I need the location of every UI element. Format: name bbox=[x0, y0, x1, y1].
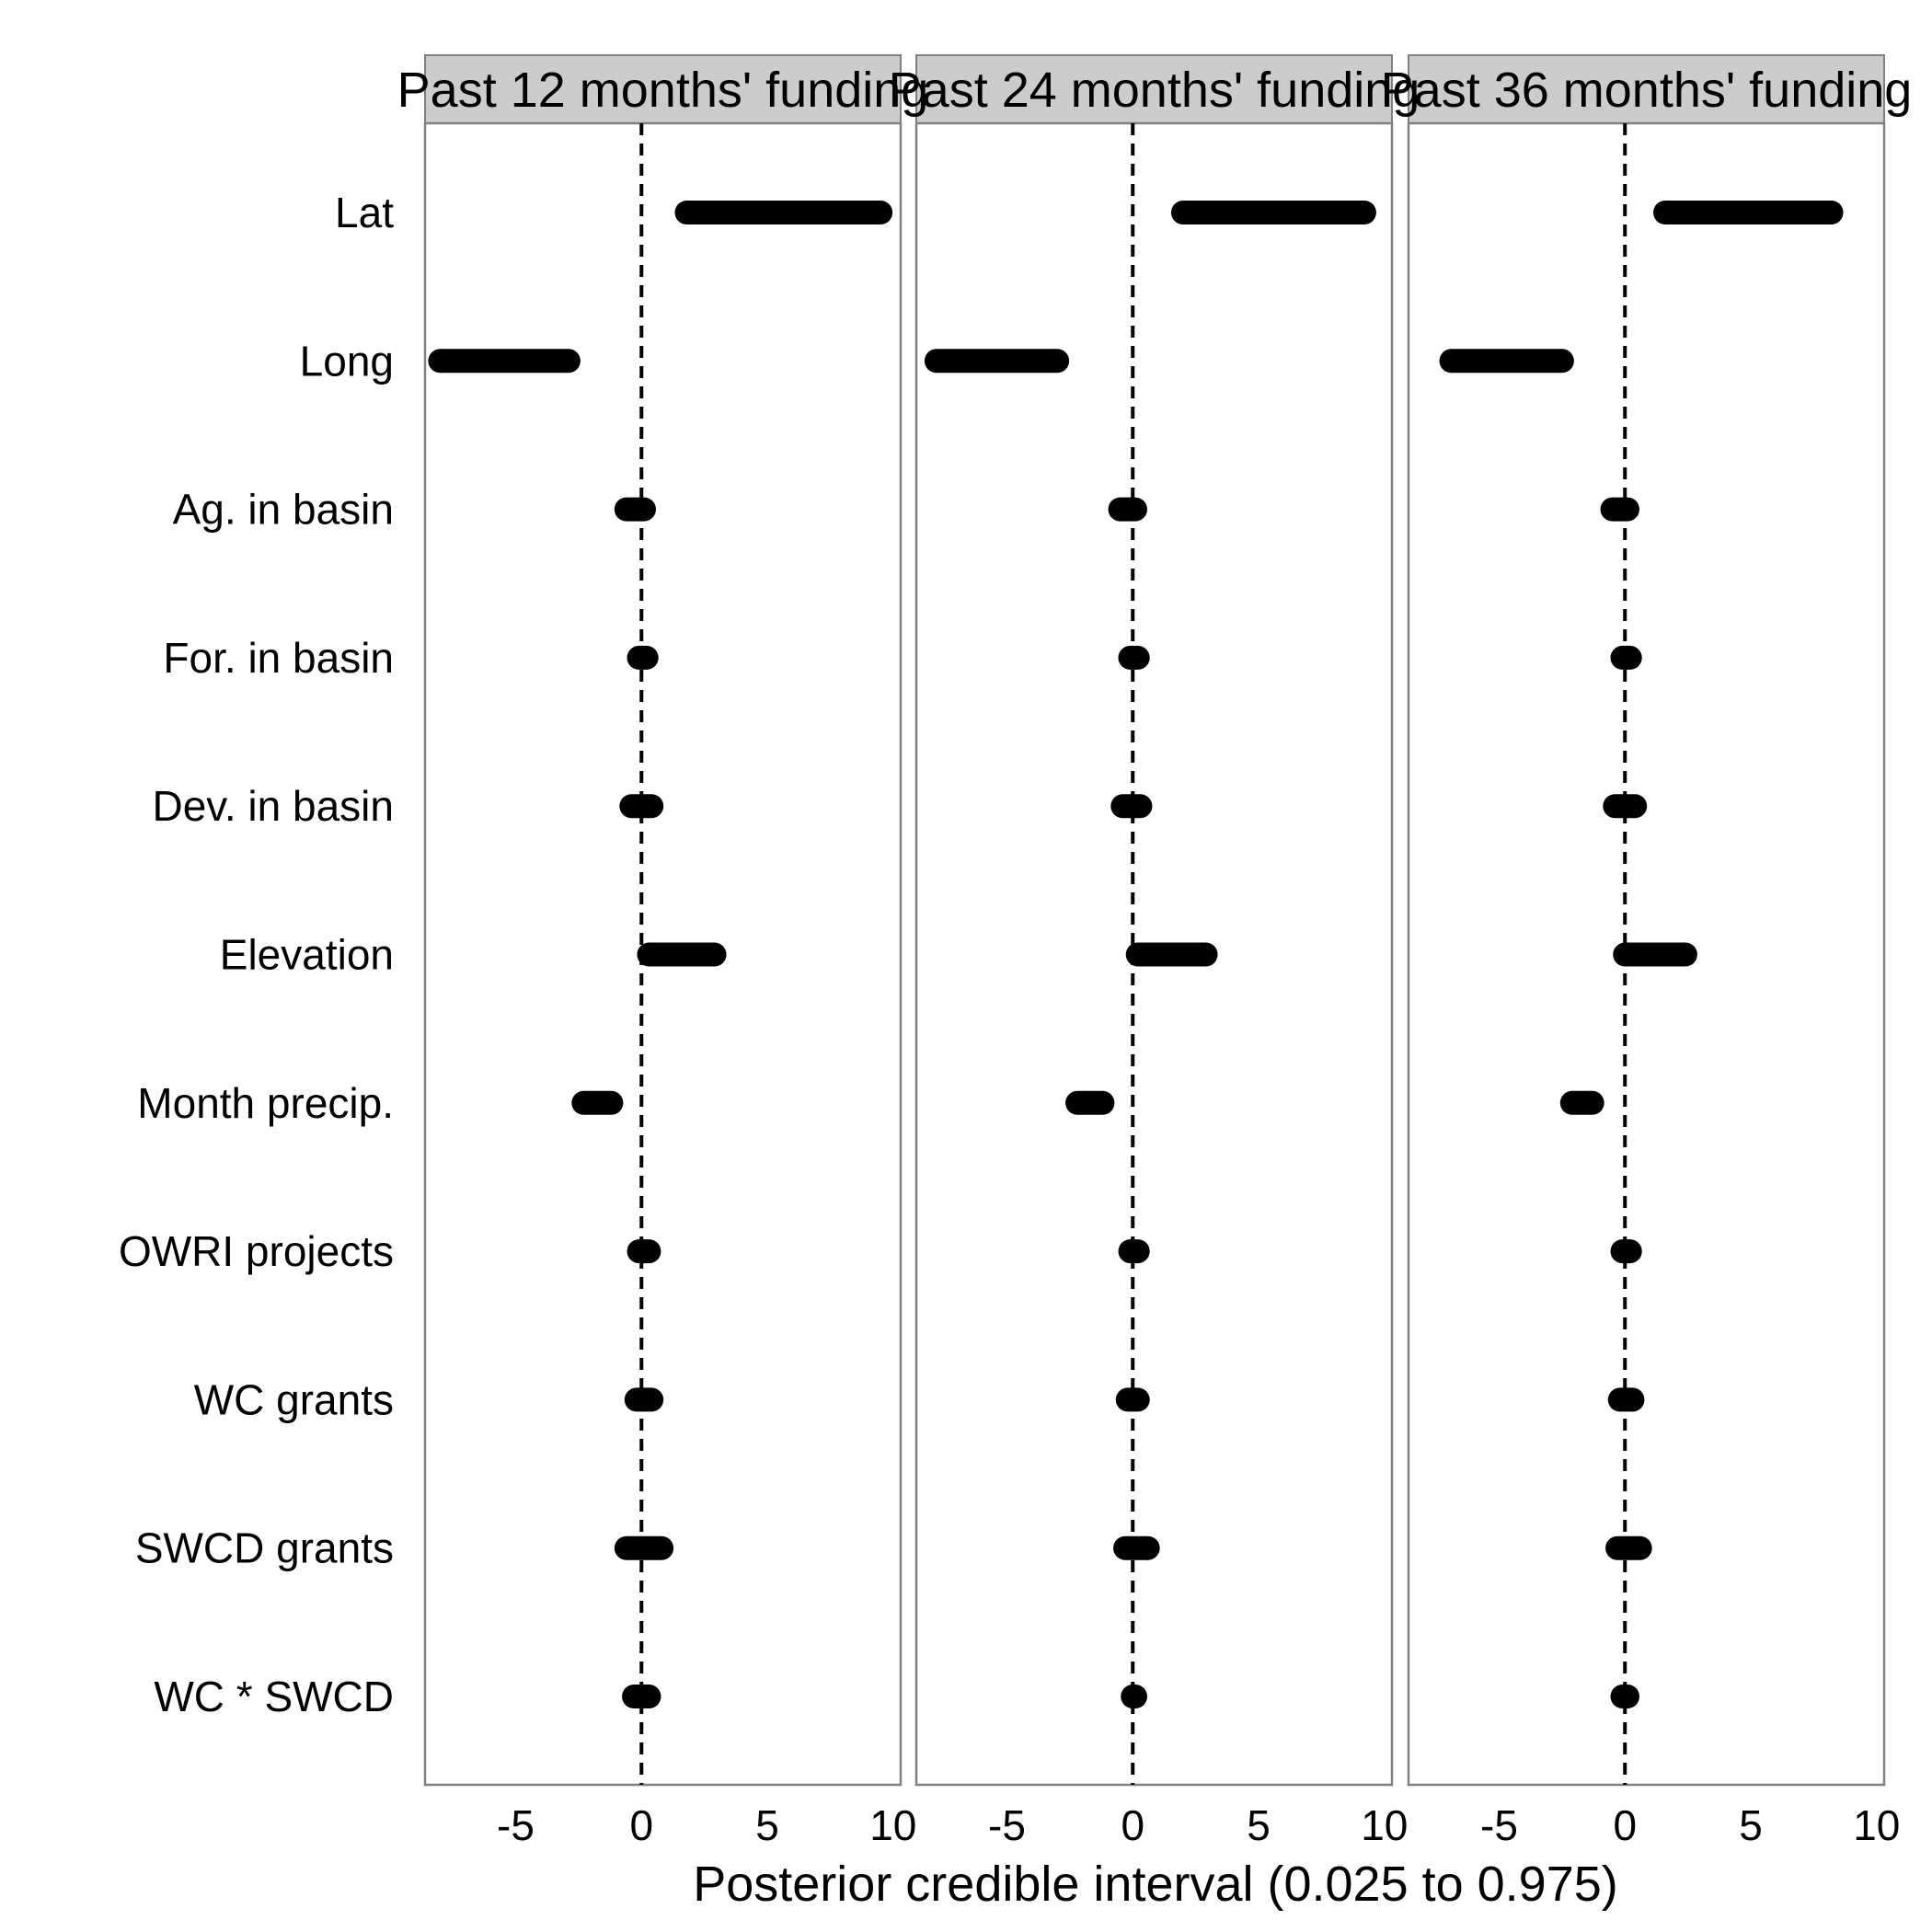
y-axis-label: Lat bbox=[335, 189, 394, 236]
x-axis-title: Posterior credible interval (0.025 to 0.… bbox=[693, 1857, 1618, 1912]
panel-1 bbox=[423, 54, 903, 1787]
x-tick-label: 5 bbox=[1247, 1801, 1271, 1849]
y-axis-label: Elevation bbox=[220, 931, 394, 979]
panel-border bbox=[423, 121, 903, 1787]
x-axis-tick-labels: -5 0 5 10 -5 0 5 10 -5 0 5 10 bbox=[497, 1801, 1900, 1849]
strip-background bbox=[424, 54, 902, 124]
panel-2 bbox=[914, 54, 1394, 1787]
x-tick-label: -5 bbox=[988, 1801, 1026, 1849]
y-axis-label: Ag. in basin bbox=[173, 486, 394, 534]
x-tick-label: 0 bbox=[629, 1801, 653, 1849]
panel-3 bbox=[1407, 54, 1886, 1787]
strip-label: Past 12 months' funding bbox=[397, 63, 929, 118]
y-axis-label: Long bbox=[300, 337, 394, 385]
y-axis-labels: Lat Long Ag. in basin For. in basin Dev. in … bbox=[119, 189, 394, 1720]
panel-border bbox=[914, 121, 1394, 1787]
x-tick-label: -5 bbox=[1480, 1801, 1518, 1849]
x-tick-label: 5 bbox=[755, 1801, 779, 1849]
y-axis-label: Dev. in basin bbox=[152, 782, 394, 830]
x-tick-label: 0 bbox=[1613, 1801, 1637, 1849]
y-axis-label: For. in basin bbox=[163, 634, 394, 682]
strip-label: Past 24 months' funding bbox=[889, 63, 1420, 118]
x-tick-label: 10 bbox=[1853, 1801, 1900, 1849]
x-tick-label: 0 bbox=[1121, 1801, 1144, 1849]
facet-panels bbox=[423, 54, 1886, 1787]
panel-border bbox=[1407, 121, 1886, 1787]
y-axis-label: WC * SWCD bbox=[154, 1673, 394, 1720]
y-axis-label: SWCD grants bbox=[135, 1524, 394, 1572]
y-axis-label: WC grants bbox=[194, 1375, 394, 1423]
x-tick-label: 10 bbox=[869, 1801, 916, 1849]
x-tick-label: -5 bbox=[497, 1801, 535, 1849]
x-tick-label: 5 bbox=[1739, 1801, 1763, 1849]
y-axis-label: Month precip. bbox=[137, 1079, 394, 1127]
y-axis-label: OWRI projects bbox=[119, 1227, 394, 1275]
x-tick-label: 10 bbox=[1361, 1801, 1408, 1849]
strip-label: Past 36 months' funding bbox=[1381, 63, 1913, 118]
